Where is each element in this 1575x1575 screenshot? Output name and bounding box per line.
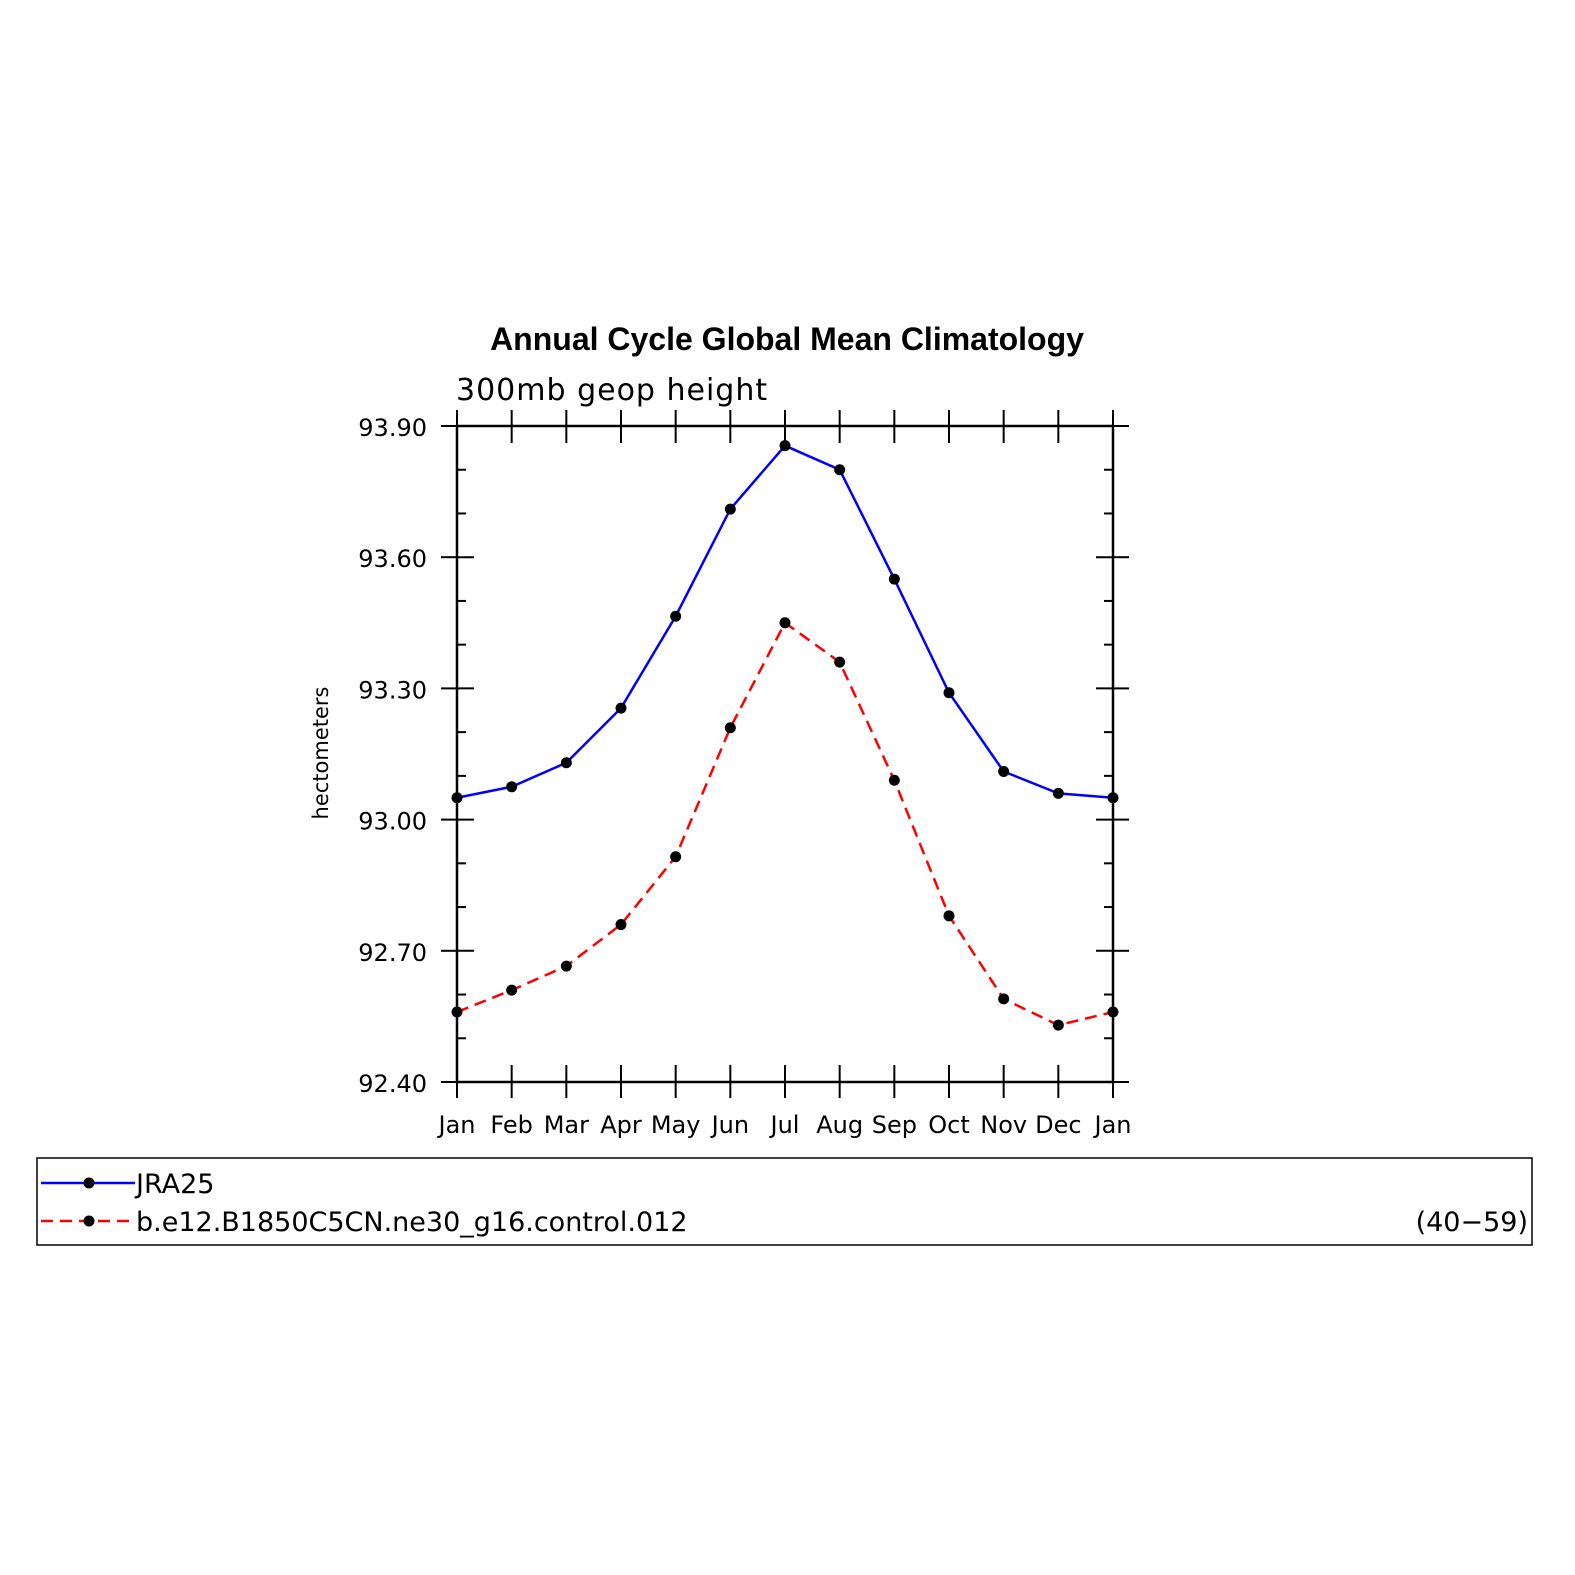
- y-tick-label: 93.30: [358, 676, 427, 704]
- x-tick-label: Dec: [1035, 1111, 1081, 1139]
- series-point: [943, 687, 955, 699]
- x-tick-label: Sep: [872, 1111, 917, 1139]
- series-point: [560, 757, 572, 769]
- y-tick-label: 93.00: [358, 808, 427, 836]
- legend-marker: [83, 1177, 95, 1189]
- y-axis-label: hectometers: [309, 687, 333, 820]
- y-tick-label: 93.90: [358, 414, 427, 442]
- y-tick-label: 92.70: [358, 939, 427, 967]
- series-point: [779, 617, 791, 629]
- legend-box: [36, 1157, 1533, 1246]
- legend-entry-label: JRA25: [134, 1169, 214, 1200]
- x-tick-label: Jan: [437, 1111, 476, 1139]
- x-tick-label: Oct: [928, 1111, 970, 1139]
- series-point: [724, 722, 736, 734]
- chart-subtitle: 300mb geop height: [456, 373, 768, 408]
- y-tick-label: 92.40: [358, 1070, 427, 1098]
- series-point: [615, 919, 627, 931]
- series-point: [1052, 1019, 1064, 1031]
- series-line: [456, 620, 1114, 1027]
- series-point: [998, 993, 1010, 1005]
- plot-area: 92.40 92.70 93.00 93.30 93.60 93.90 Jan Feb Mar A…: [358, 410, 1132, 1139]
- series-point: [506, 781, 518, 793]
- series-point: [998, 765, 1010, 777]
- legend-entry-label: b.e12.B1850C5CN.ne30_g16.control.012: [136, 1207, 688, 1238]
- series-point: [779, 440, 791, 452]
- y-tick-label: 93.60: [358, 545, 427, 573]
- legend: JRA25 b.e12.B1850C5CN.ne30_g16.control.01…: [36, 1157, 1533, 1246]
- series-point: [670, 610, 682, 622]
- x-tick-label: Mar: [544, 1111, 589, 1139]
- series-point: [560, 960, 572, 972]
- plot-frame: [455, 424, 1115, 1084]
- series-point: [888, 573, 900, 585]
- legend-marker: [83, 1215, 95, 1227]
- series-point: [724, 503, 736, 515]
- series-point: [506, 984, 518, 996]
- legend-note: (40−59): [1416, 1207, 1528, 1238]
- series-point: [451, 1006, 463, 1018]
- series-point: [1052, 787, 1064, 799]
- series-point: [670, 851, 682, 863]
- x-tick-label: Apr: [600, 1111, 642, 1139]
- series-point: [451, 792, 463, 804]
- x-tick-label: Nov: [980, 1111, 1027, 1139]
- series-point: [1107, 1006, 1119, 1018]
- x-tick-label: May: [651, 1111, 701, 1139]
- x-tick-label: Jun: [710, 1111, 750, 1139]
- series-point: [834, 656, 846, 668]
- series-point: [834, 464, 846, 476]
- x-tick-label: Jan: [1093, 1111, 1132, 1139]
- chart-title: Annual Cycle Global Mean Climatology: [490, 321, 1084, 357]
- series-point: [1107, 792, 1119, 804]
- series-point: [888, 774, 900, 786]
- x-tick-label: Feb: [490, 1111, 533, 1139]
- x-tick-label: Aug: [816, 1111, 863, 1139]
- series-point: [615, 702, 627, 714]
- series-point: [943, 910, 955, 922]
- x-tick-label: Jul: [769, 1111, 800, 1139]
